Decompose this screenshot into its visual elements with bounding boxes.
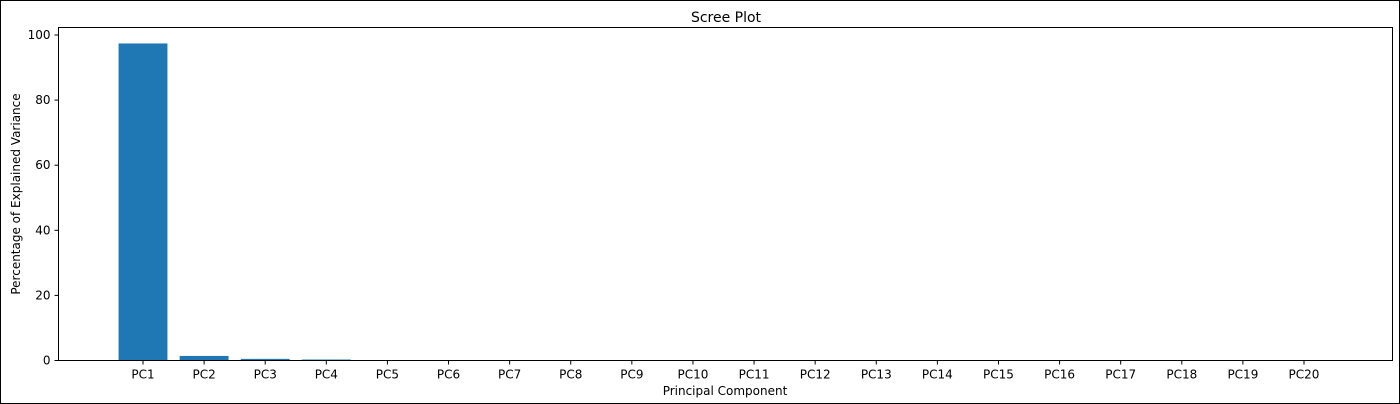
bar-pc3 <box>240 358 290 361</box>
x-tick-label: PC3 <box>254 368 277 382</box>
x-ticks-group: PC1 PC2 PC3 PC4 PC5 PC6 PC7 PC8 PC9 PC10 PC11 PC12 P… <box>131 360 1320 382</box>
x-tick-label: PC4 <box>315 368 338 382</box>
x-tick-label: PC16 <box>1044 368 1075 382</box>
y-ticks-group: 0 20 40 60 80 100 <box>28 28 59 368</box>
y-axis-label: Percentage of Explained Variance <box>9 93 23 294</box>
x-tick-label: PC10 <box>678 368 709 382</box>
x-tick-label: PC18 <box>1166 368 1197 382</box>
y-tick-label: 100 <box>28 28 51 42</box>
bar-pc1 <box>118 43 168 361</box>
x-tick-label: PC17 <box>1105 368 1136 382</box>
x-tick-label: PC1 <box>131 368 154 382</box>
x-tick-label: PC12 <box>800 368 831 382</box>
x-tick-label: PC2 <box>192 368 215 382</box>
x-tick-label: PC6 <box>437 368 460 382</box>
y-tick-label: 80 <box>35 93 50 107</box>
x-tick-label: PC19 <box>1227 368 1258 382</box>
x-tick-label: PC15 <box>983 368 1014 382</box>
x-tick-label: PC11 <box>739 368 770 382</box>
x-axis-label: Principal Component <box>663 384 788 398</box>
y-tick-label: 0 <box>43 354 51 368</box>
x-tick-label: PC13 <box>861 368 892 382</box>
chart-title: Scree Plot <box>691 10 762 26</box>
y-tick-label: 40 <box>35 223 50 237</box>
bar-pc2 <box>179 355 229 361</box>
y-tick-label: 20 <box>35 288 50 302</box>
x-tick-label: PC9 <box>620 368 643 382</box>
y-tick-label: 60 <box>35 158 50 172</box>
x-tick-label: PC8 <box>559 368 582 382</box>
x-tick-label: PC20 <box>1289 368 1320 382</box>
x-tick-label: PC7 <box>498 368 521 382</box>
bars-group <box>118 43 1329 361</box>
x-tick-label: PC14 <box>922 368 953 382</box>
plot-area <box>58 27 1393 361</box>
x-tick-label: PC5 <box>376 368 399 382</box>
